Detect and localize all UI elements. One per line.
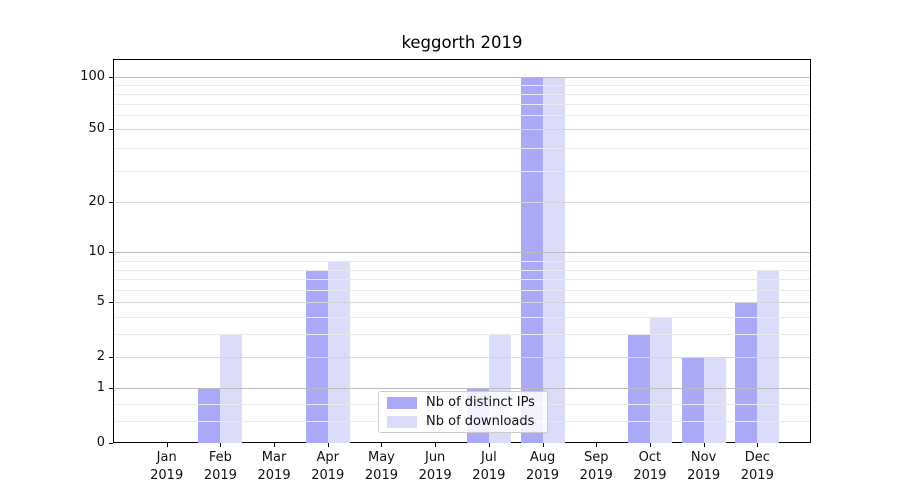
legend-item-distinct-ips: Nb of distinct IPs xyxy=(387,395,539,410)
bar-nb-of-distinct-ips xyxy=(735,303,758,443)
x-tick-mark xyxy=(757,443,759,447)
x-tick-label: Sep 2019 xyxy=(579,450,613,483)
gridline-major xyxy=(114,129,810,131)
y-tick-label: 5 xyxy=(96,294,105,310)
y-tick-mark xyxy=(109,129,113,131)
x-tick-mark xyxy=(381,443,383,447)
x-tick-label: Apr 2019 xyxy=(311,450,345,483)
legend-item-downloads: Nb of downloads xyxy=(387,414,539,429)
bar-nb-of-distinct-ips xyxy=(520,77,543,443)
chart-title: keggorth 2019 xyxy=(401,33,523,52)
x-tick-mark xyxy=(327,443,329,447)
x-tick-label: Feb 2019 xyxy=(203,450,237,483)
gridline-minor xyxy=(114,279,810,281)
gridline-minor xyxy=(114,171,810,172)
x-tick-label: Jan 2019 xyxy=(150,450,184,483)
x-tick-label: Dec 2019 xyxy=(740,450,774,483)
legend-label-downloads: Nb of downloads xyxy=(426,414,535,429)
y-tick-mark xyxy=(109,251,113,253)
bar-nb-of-distinct-ips xyxy=(198,388,221,443)
bar-nb-of-downloads xyxy=(649,318,672,443)
bar-nb-of-downloads xyxy=(220,335,243,443)
gridline-major xyxy=(114,76,810,78)
gridline-major xyxy=(114,387,810,389)
y-tick-mark xyxy=(109,387,113,389)
x-tick-mark xyxy=(274,443,276,447)
y-tick-mark xyxy=(109,357,113,359)
x-tick-label: Oct 2019 xyxy=(633,450,667,483)
x-tick-label: Mar 2019 xyxy=(257,450,291,483)
legend-swatch-downloads xyxy=(387,415,417,428)
x-tick-mark xyxy=(703,443,705,447)
plot-area xyxy=(113,59,811,443)
gridline-minor xyxy=(114,334,810,336)
y-tick-label: 50 xyxy=(88,121,105,137)
x-tick-mark xyxy=(542,443,544,447)
y-tick-label: 100 xyxy=(80,68,105,84)
y-tick-mark xyxy=(109,443,113,444)
legend-label-distinct-ips: Nb of distinct IPs xyxy=(426,395,535,410)
gridline-major xyxy=(114,357,810,359)
gridline-minor xyxy=(114,93,810,95)
x-tick-mark xyxy=(488,443,490,447)
gridline-minor xyxy=(114,270,810,271)
gridline-minor xyxy=(114,260,810,262)
legend-swatch-distinct-ips xyxy=(387,396,417,409)
x-tick-mark xyxy=(166,443,168,447)
x-tick-mark xyxy=(596,443,598,447)
x-tick-label: May 2019 xyxy=(364,450,398,483)
y-tick-label: 2 xyxy=(96,349,105,365)
gridline-minor xyxy=(114,289,810,291)
x-tick-label: Jul 2019 xyxy=(472,450,506,483)
y-tick-label: 10 xyxy=(88,243,105,259)
gridline-major xyxy=(114,251,810,253)
y-tick-mark xyxy=(109,76,113,78)
y-tick-label: 20 xyxy=(88,194,105,210)
bar-nb-of-downloads xyxy=(327,261,350,443)
gridline-minor xyxy=(114,317,810,318)
x-tick-mark xyxy=(649,443,651,447)
gridline-major xyxy=(114,302,810,304)
gridline-minor xyxy=(114,115,810,117)
gridline-minor xyxy=(114,84,810,86)
y-tick-label: 1 xyxy=(96,379,105,395)
y-tick-mark xyxy=(109,302,113,304)
y-tick-label: 0 xyxy=(96,435,105,450)
bar-nb-of-downloads xyxy=(703,358,726,443)
y-tick-mark xyxy=(109,202,113,204)
legend: Nb of distinct IPs Nb of downloads xyxy=(378,391,548,433)
x-tick-mark xyxy=(220,443,222,447)
bar-nb-of-distinct-ips xyxy=(681,358,704,443)
bar-nb-of-distinct-ips xyxy=(305,271,328,443)
bar-nb-of-downloads xyxy=(542,77,565,443)
bar-nb-of-downloads xyxy=(757,271,780,443)
gridline-minor xyxy=(114,148,810,149)
x-tick-mark xyxy=(435,443,437,447)
gridline-major xyxy=(114,202,810,204)
x-tick-label: Nov 2019 xyxy=(687,450,721,483)
x-tick-label: Aug 2019 xyxy=(525,450,560,483)
x-tick-label: Jun 2019 xyxy=(418,450,452,483)
gridline-minor xyxy=(114,103,810,105)
bar-nb-of-distinct-ips xyxy=(627,335,650,443)
